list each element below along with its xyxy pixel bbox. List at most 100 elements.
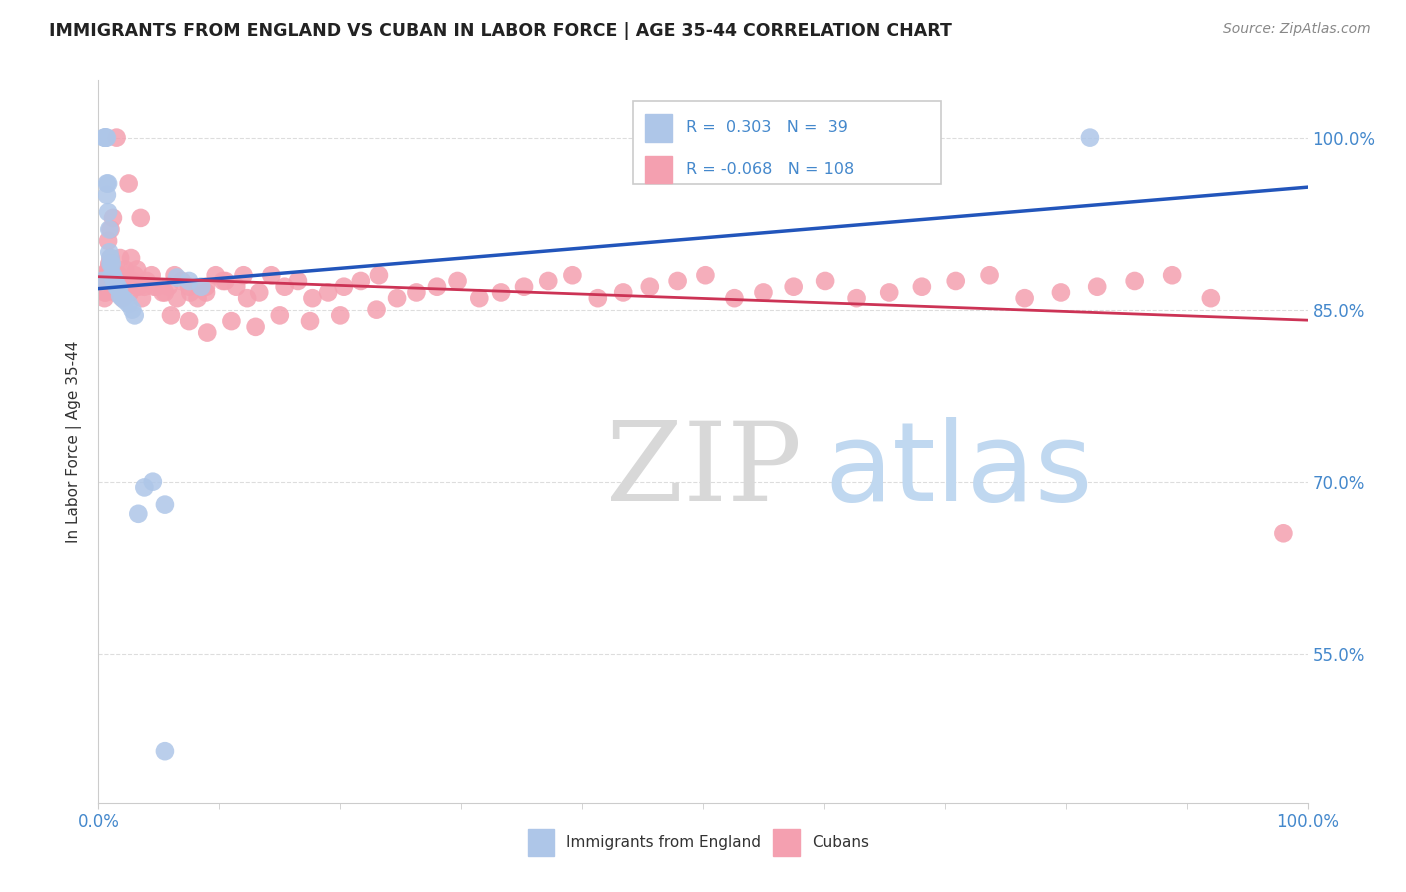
Text: Source: ZipAtlas.com: Source: ZipAtlas.com — [1223, 22, 1371, 37]
Point — [108, 289, 131, 303]
Point — [979, 268, 1001, 283]
Point — [100, 222, 122, 236]
Point — [236, 291, 259, 305]
Point — [96, 177, 118, 191]
Point — [385, 291, 408, 305]
Point — [101, 211, 124, 225]
Point — [260, 268, 283, 283]
Point — [247, 285, 270, 300]
Point — [195, 279, 218, 293]
Point — [114, 262, 136, 277]
Point — [157, 279, 180, 293]
Point — [166, 291, 188, 305]
Point — [225, 279, 247, 293]
Text: ZIP: ZIP — [606, 417, 803, 524]
Point — [98, 222, 121, 236]
Point — [127, 507, 149, 521]
Point — [333, 279, 356, 293]
Point — [163, 268, 186, 283]
Point — [94, 285, 117, 300]
Point — [666, 274, 689, 288]
Point — [104, 285, 127, 300]
Text: R = -0.068   N = 108: R = -0.068 N = 108 — [686, 161, 855, 177]
Point — [329, 309, 352, 323]
Point — [638, 279, 661, 293]
Point — [945, 274, 967, 288]
Point — [103, 274, 125, 288]
Point — [103, 274, 125, 288]
Point — [1272, 526, 1295, 541]
Y-axis label: In Labor Force | Age 35-44: In Labor Force | Age 35-44 — [66, 341, 83, 542]
Point — [105, 279, 128, 293]
Point — [782, 279, 804, 293]
Point — [845, 291, 868, 305]
Point — [269, 309, 291, 323]
Point — [1199, 291, 1222, 305]
Point — [752, 285, 775, 300]
Point — [426, 279, 449, 293]
Point — [179, 314, 201, 328]
Point — [90, 279, 112, 293]
Point — [93, 130, 115, 145]
Point — [316, 285, 339, 300]
Point — [134, 279, 156, 293]
Point — [145, 279, 167, 293]
Point — [179, 285, 201, 300]
Point — [160, 309, 183, 323]
Point — [405, 285, 427, 300]
Point — [131, 291, 153, 305]
Point — [100, 257, 122, 271]
Point — [91, 274, 114, 288]
Point — [127, 262, 149, 277]
Point — [121, 274, 143, 288]
Point — [98, 245, 121, 260]
Point — [179, 279, 201, 293]
Point — [1085, 279, 1108, 293]
Point — [153, 498, 176, 512]
Point — [166, 270, 188, 285]
Point — [214, 274, 236, 288]
Bar — [527, 829, 554, 856]
Point — [153, 285, 176, 300]
Point — [1161, 268, 1184, 283]
Point — [468, 291, 491, 305]
Point — [93, 291, 115, 305]
Point — [723, 291, 745, 305]
Point — [112, 274, 135, 288]
Point — [121, 302, 143, 317]
Point — [1078, 130, 1101, 145]
Point — [96, 188, 118, 202]
Point — [124, 268, 146, 283]
Point — [97, 234, 120, 248]
Point — [118, 177, 141, 191]
Text: IMMIGRANTS FROM ENGLAND VS CUBAN IN LABOR FORCE | AGE 35-44 CORRELATION CHART: IMMIGRANTS FROM ENGLAND VS CUBAN IN LABO… — [49, 22, 952, 40]
Point — [221, 314, 243, 328]
Point — [101, 270, 124, 285]
Point — [107, 279, 129, 293]
Point — [814, 274, 837, 288]
Point — [101, 274, 124, 288]
Point — [1050, 285, 1073, 300]
Point — [142, 475, 165, 489]
Point — [124, 309, 146, 323]
Point — [287, 274, 309, 288]
Point — [107, 274, 129, 288]
Point — [179, 274, 201, 288]
Point — [91, 279, 114, 293]
Point — [877, 285, 900, 300]
Point — [195, 326, 218, 340]
Point — [118, 297, 141, 311]
Point — [96, 130, 118, 145]
FancyBboxPatch shape — [633, 101, 941, 185]
Point — [153, 744, 176, 758]
Point — [273, 279, 295, 293]
Point — [110, 285, 132, 300]
Point — [120, 251, 142, 265]
Point — [100, 257, 122, 271]
Point — [187, 291, 209, 305]
Text: R =  0.303   N =  39: R = 0.303 N = 39 — [686, 120, 848, 136]
Point — [108, 251, 131, 265]
Point — [114, 268, 136, 283]
Point — [98, 257, 121, 271]
Point — [104, 274, 127, 288]
